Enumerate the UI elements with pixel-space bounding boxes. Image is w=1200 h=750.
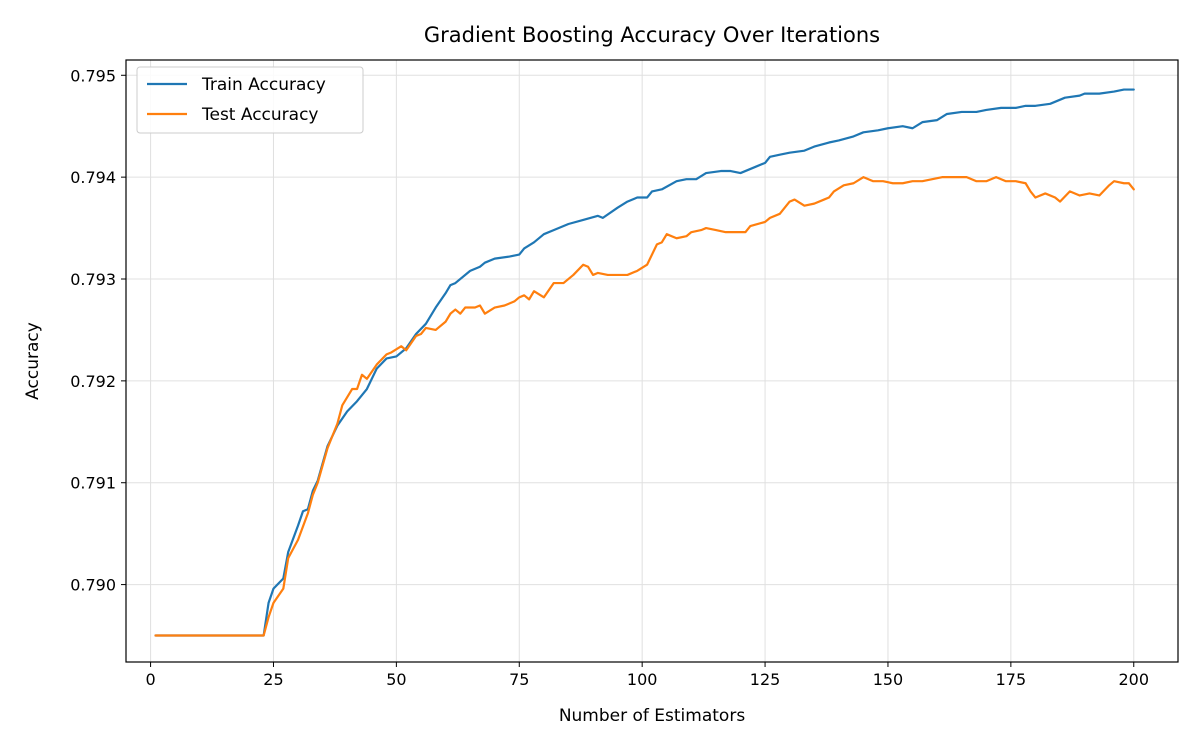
x-axis-title: Number of Estimators: [559, 706, 746, 726]
x-tick-label: 200: [1118, 670, 1149, 689]
x-tick-label: 125: [750, 670, 781, 689]
grid: [126, 60, 1178, 662]
series-layer: [154, 88, 1135, 637]
x-tick-label: 0: [145, 670, 155, 689]
ticks: 0 25 50 75 100 125 150 175 200 0.790 0.791 0.792 0.7…: [70, 66, 1149, 689]
legend: Train Accuracy Test Accuracy: [136, 66, 364, 134]
x-tick-label: 75: [509, 670, 529, 689]
legend-box: [136, 66, 364, 134]
legend-label: Test Accuracy: [201, 105, 319, 125]
chart-title: Gradient Boosting Accuracy Over Iteratio…: [424, 23, 880, 47]
y-tick-label: 0.794: [70, 168, 116, 187]
y-tick-label: 0.795: [70, 66, 116, 85]
x-tick-label: 25: [263, 670, 283, 689]
x-tick-label: 100: [627, 670, 658, 689]
series-line-1: [154, 88, 1135, 637]
y-tick-label: 0.790: [70, 576, 116, 595]
y-axis-title: Accuracy: [23, 322, 43, 400]
y-tick-label: 0.793: [70, 270, 116, 289]
x-tick-label: 175: [996, 670, 1027, 689]
y-tick-label: 0.791: [70, 474, 116, 493]
x-tick-label: 50: [386, 670, 406, 689]
y-tick-label: 0.792: [70, 372, 116, 391]
plot-frame: [125, 59, 1179, 663]
series-line-2: [154, 176, 1135, 637]
x-tick-label: 150: [873, 670, 904, 689]
legend-label: Train Accuracy: [201, 75, 326, 95]
